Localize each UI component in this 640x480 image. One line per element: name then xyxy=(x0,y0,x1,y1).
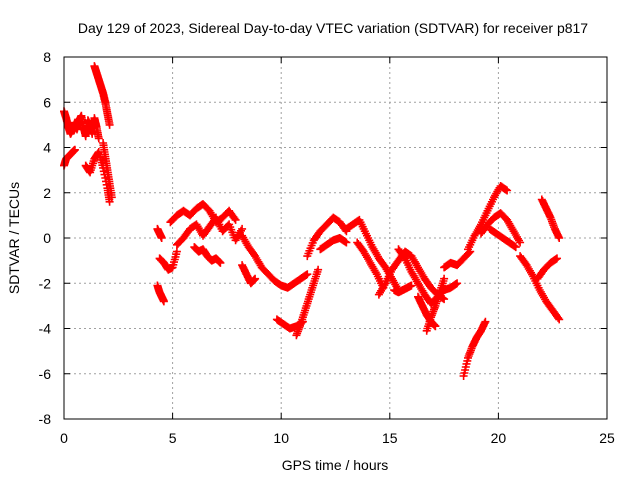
data-point-markers xyxy=(303,213,351,261)
series-arc-ab xyxy=(477,209,525,247)
data-point-markers xyxy=(155,247,181,274)
x-tick-label: 20 xyxy=(491,430,507,446)
series-arc-j xyxy=(172,213,247,249)
data-point-markers xyxy=(440,247,475,272)
y-tick-label: 0 xyxy=(43,230,51,246)
data-point-markers xyxy=(316,234,351,254)
series-arc-k xyxy=(190,243,225,267)
chart-title: Day 129 of 2023, Sidereal Day-to-day VTE… xyxy=(78,20,588,36)
y-tick-label: -2 xyxy=(39,275,52,291)
data-point-markers xyxy=(390,281,416,297)
data-point-markers xyxy=(459,317,490,380)
x-tick-label: 5 xyxy=(169,430,177,446)
series-arc-s xyxy=(353,238,388,292)
data-point-markers xyxy=(485,224,520,252)
data-point-markers xyxy=(477,209,525,247)
data-point-markers xyxy=(516,252,564,324)
series-arc-m xyxy=(238,261,260,288)
tick-labels: 0 5 10 15 20 25 -8 -6 -4 -2 0 2 4 6 8 xyxy=(39,49,615,446)
series-arc-d xyxy=(90,62,114,129)
series-arc-af xyxy=(537,195,564,242)
series-arc-q xyxy=(316,234,351,254)
series-arc-l xyxy=(238,231,312,292)
y-tick-label: -4 xyxy=(39,321,52,337)
data-point-markers xyxy=(172,213,247,249)
data-point-markers xyxy=(238,261,260,288)
series-arc-ac xyxy=(485,224,520,252)
data-point-markers xyxy=(533,254,561,283)
data-point-markers xyxy=(464,182,512,254)
series-arc-e xyxy=(99,139,116,202)
data-point-markers xyxy=(238,231,312,292)
data-point-markers xyxy=(90,62,114,129)
data-point-markers xyxy=(190,243,225,267)
series-arc-ae xyxy=(533,254,561,283)
data-point-markers xyxy=(422,274,449,335)
y-tick-label: -6 xyxy=(39,366,52,382)
series-arc-f xyxy=(153,281,168,306)
data-point-markers xyxy=(353,238,388,292)
series-arc-z xyxy=(459,317,490,380)
data-point-markers xyxy=(537,195,564,242)
series-arc-ad xyxy=(516,252,564,324)
series-arc-g xyxy=(153,224,166,242)
x-tick-label: 0 xyxy=(60,430,68,446)
series-arc-y xyxy=(440,247,475,272)
data-point-markers xyxy=(99,139,116,202)
y-tick-label: 6 xyxy=(43,94,51,110)
y-tick-label: -8 xyxy=(39,411,52,427)
series-arc-o xyxy=(292,265,323,340)
y-tick-label: 4 xyxy=(43,140,51,156)
data-point-markers xyxy=(292,265,323,340)
data-points xyxy=(60,62,564,380)
x-axis-label: GPS time / hours xyxy=(282,457,389,473)
series-arc-p xyxy=(303,213,351,261)
x-tick-label: 10 xyxy=(273,430,289,446)
x-tick-label: 25 xyxy=(599,430,615,446)
y-axis-label: SDTVAR / TECUs xyxy=(6,182,22,294)
series-arc-v xyxy=(390,281,416,297)
series-arc-x xyxy=(422,274,449,335)
series-arc-aa xyxy=(464,182,512,254)
y-tick-label: 8 xyxy=(43,49,51,65)
data-point-markers xyxy=(153,281,168,306)
grid xyxy=(64,57,607,419)
series-arc-h xyxy=(155,247,181,274)
data-point-markers xyxy=(153,224,166,242)
x-tick-label: 15 xyxy=(382,430,398,446)
y-tick-label: 2 xyxy=(43,185,51,201)
